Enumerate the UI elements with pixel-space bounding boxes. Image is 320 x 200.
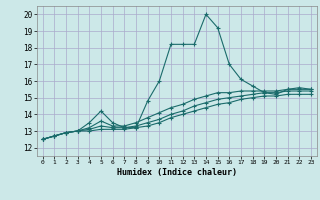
X-axis label: Humidex (Indice chaleur): Humidex (Indice chaleur) bbox=[117, 168, 237, 177]
